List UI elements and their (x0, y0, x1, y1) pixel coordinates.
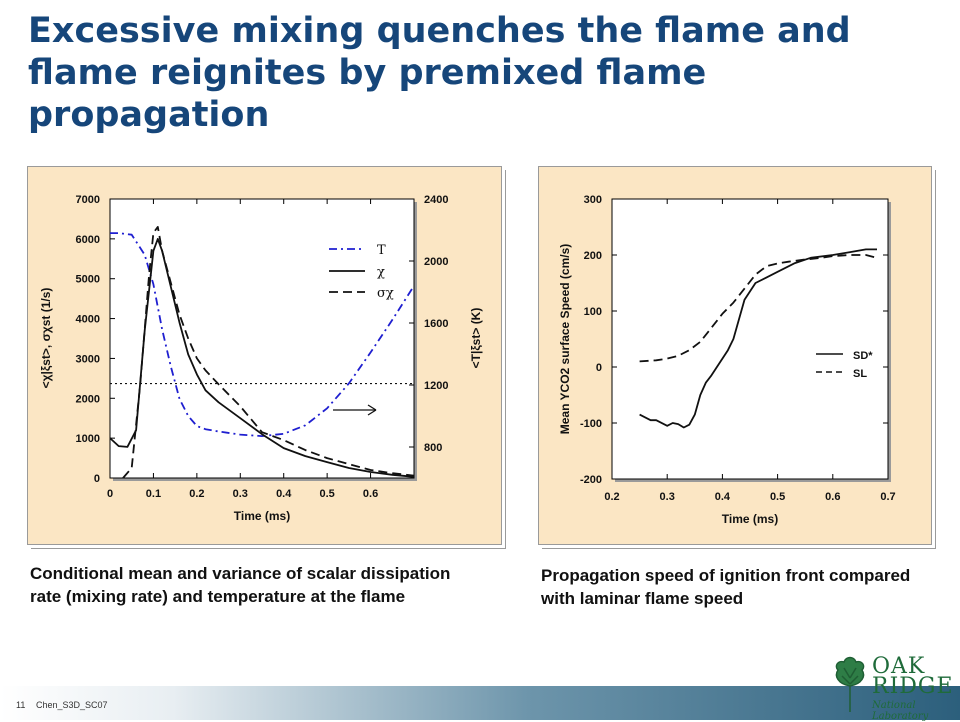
y-left-tick-label: 1000 (76, 433, 100, 445)
y-tick-label: 200 (584, 250, 602, 262)
y-left-tick-label: 5000 (76, 274, 100, 286)
y-left-tick-label: 0 (94, 473, 100, 485)
y-axis-label-right: <T|ξst> (K) (469, 308, 483, 369)
y-axis-label: Mean YCO2 surface Speed (cm/s) (558, 244, 572, 435)
series-line-variance (122, 226, 415, 479)
left-chart-panel: 0 0.1 0.2 0.3 0.4 0.5 0.6 0 1000 2000 3000 4000 5000… (27, 166, 502, 545)
y-tick-label: 0 (596, 362, 602, 374)
y-right-tick-label: 1200 (424, 380, 448, 392)
x-tick-label: 0 (107, 488, 113, 500)
x-tick-label: 0.7 (880, 491, 895, 503)
legend-label: SD* (853, 350, 873, 362)
y-tick-label: -200 (580, 474, 602, 486)
footer-label: Chen_S3D_SC07 (36, 700, 108, 710)
y-tick-label: 300 (584, 194, 602, 206)
legend-label: T (377, 243, 386, 258)
plot-area (611, 198, 889, 480)
right-chart-panel: 0.2 0.3 0.4 0.5 0.6 0.7 -200 -100 0 100 200 300 SD* S… (538, 166, 932, 545)
x-tick-label: 0.4 (715, 491, 731, 503)
y-tick-label: -100 (580, 418, 602, 430)
y-left-tick-label: 4000 (76, 314, 100, 326)
x-tick-label: 0.2 (189, 488, 204, 500)
x-tick-label: 0.3 (660, 491, 675, 503)
left-chart-caption: Conditional mean and variance of scalar … (30, 564, 451, 606)
logo-text-ridge: RIDGE (872, 674, 954, 699)
series-line-temperature (110, 232, 415, 437)
oak-ridge-logo: OAK RIDGE National Laboratory (830, 654, 953, 722)
x-tick-label: 0.4 (276, 488, 292, 500)
x-tick-label: 0.2 (604, 491, 619, 503)
x-tick-label: 0.3 (233, 488, 248, 500)
oak-leaf-icon (835, 656, 865, 712)
y-right-tick-label: 1600 (424, 318, 448, 330)
legend-label: SL (853, 368, 867, 380)
y-left-tick-label: 2000 (76, 393, 100, 405)
y-right-tick-label: 2400 (424, 194, 448, 206)
y-right-tick-label: 2000 (424, 256, 448, 268)
x-tick-label: 0.1 (146, 488, 161, 500)
x-axis-label: Time (ms) (234, 509, 290, 523)
legend-label: χ (377, 265, 385, 280)
x-tick-label: 0.5 (319, 488, 334, 500)
x-axis-label: Time (ms) (722, 512, 778, 526)
page-number: 11 (16, 700, 26, 710)
y-axis-label-left: <χ|ξst>, σχst (1/s) (39, 288, 53, 389)
propagation-speed-chart: 0.2 0.3 0.4 0.5 0.6 0.7 -200 -100 0 100 200 300 SD* S… (558, 194, 896, 526)
x-tick-label: 0.6 (363, 488, 378, 500)
series-line-displacement-speed (639, 248, 877, 429)
logo-text-oak: OAK (872, 654, 926, 679)
slide-title: Excessive mixing quenches the flame and … (28, 11, 851, 135)
y-tick-label: 100 (584, 306, 602, 318)
logo-text-national-laboratory: National Laboratory (872, 700, 929, 722)
y-left-tick-label: 7000 (76, 194, 100, 206)
y-left-tick-label: 3000 (76, 353, 100, 365)
series-line-laminar-speed (639, 254, 878, 363)
right-chart-caption: Propagation speed of ignition front comp… (541, 566, 911, 608)
y-left-tick-label: 6000 (76, 234, 100, 246)
x-tick-label: 0.5 (770, 491, 785, 503)
mixing-rate-temperature-chart: 0 0.1 0.2 0.3 0.4 0.5 0.6 0 1000 2000 3000 4000 5000… (39, 194, 483, 523)
footer-bar (0, 686, 960, 720)
y-right-tick-label: 800 (424, 442, 442, 454)
legend-label: σχ (377, 286, 394, 301)
x-tick-label: 0.6 (825, 491, 840, 503)
annotation-arrow-head (367, 404, 377, 416)
